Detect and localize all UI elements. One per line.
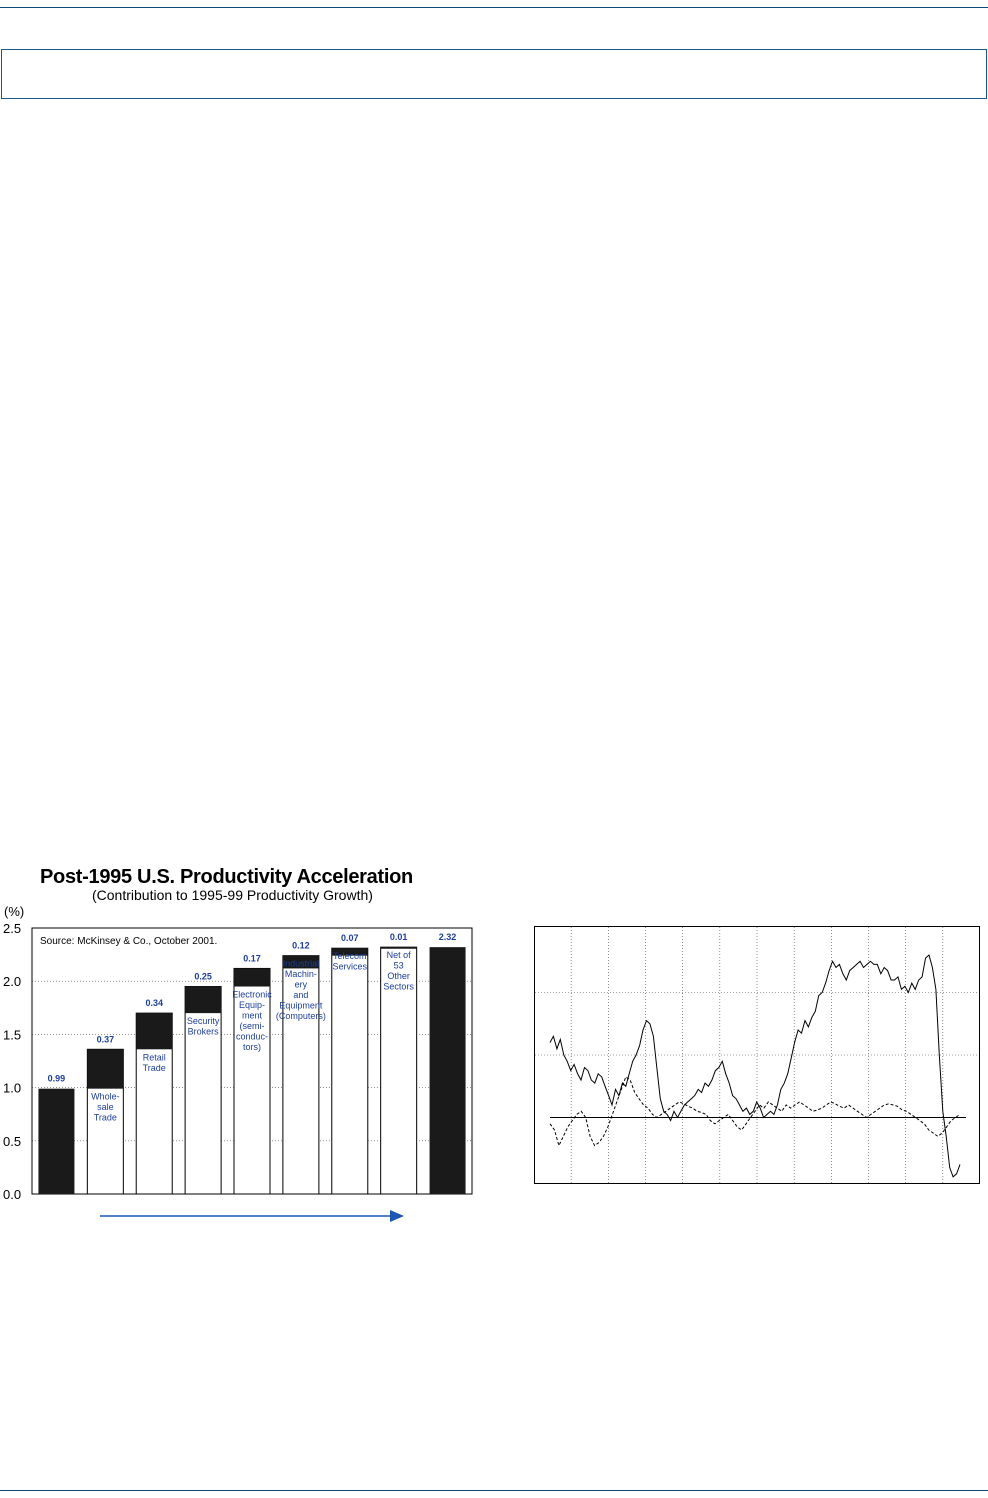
bar-category-label: Services [333,962,368,972]
bar-category-label: Equipment [279,1001,323,1011]
bar-outline [282,955,320,1195]
bar-category-label: Other [387,971,410,981]
bar-category-label: Trade [94,1113,117,1123]
bar-increment [234,968,270,987]
top-rule [0,7,988,8]
bar-increment [380,947,417,949]
bar-increment [185,986,222,1014]
bar-outline [331,947,369,1195]
bar-increment [331,948,368,956]
bar-category-label: (Computers) [276,1011,326,1021]
bar-value-label: 0.34 [145,998,163,1008]
y-tick-label: 1.5 [3,1027,21,1042]
bar-outline [184,986,222,1195]
chart-title: Post-1995 U.S. Productivity Acceleration [40,866,413,888]
bar-category-label: Security [187,1016,220,1026]
bottom-rule [0,1490,988,1491]
y-tick-label: 0.0 [3,1187,21,1202]
bar-outline [233,967,271,1195]
bar-category-label: Telecom [333,951,367,961]
y-tick-label: 2.5 [3,921,21,936]
bar-category-label: Retail [143,1052,166,1062]
bar-increment [282,955,319,969]
bar-outline [380,946,418,1195]
y-tick-label: 1.0 [3,1081,21,1096]
progress-arrow-head [390,1210,404,1222]
bar-value-label: 0.17 [243,953,261,963]
bar-category-label: 53 [394,961,404,971]
y-axis-unit: (%) [4,904,24,919]
source-note: Source: McKinsey & Co., October 2001. [40,936,217,947]
bar-category-label: Net of [387,950,412,960]
bar-category-label: (semi- [240,1021,265,1031]
bar-category-label: Sectors [383,982,414,992]
bar-category-label: Brokers [188,1027,220,1037]
bar-value-label: 0.37 [97,1034,115,1044]
bar-value-label: 0.01 [390,932,408,942]
header-box [1,49,987,99]
bar-category-label: ery [295,980,308,990]
y-tick-label: 0.5 [3,1134,21,1149]
bar-value-label: 0.25 [194,972,212,982]
bar-category-label: Trade [143,1063,166,1073]
chart-subtitle: (Contribution to 1995-99 Productivity Gr… [92,887,373,903]
bar-category-label: Industrial [283,959,320,969]
series-line-solid [549,954,961,1178]
bar-total [38,1088,75,1194]
series-line-dashed [549,1076,961,1148]
y-tick-label: 2.0 [3,974,21,989]
bar-category-label: Equip- [239,1000,265,1010]
bar-category-label: sale [97,1102,114,1112]
bar-category-label: conduc- [236,1032,268,1042]
bar-category-label: Electronic [232,990,272,1000]
bar-category-label: Whole- [91,1092,120,1102]
bar-category-label: Machin- [285,969,317,979]
bar-increment [87,1049,124,1089]
bar-category-label: tors) [243,1042,261,1052]
bar-value-label: 0.12 [292,941,310,951]
line-chart [534,926,980,1184]
bar-increment [136,1013,173,1050]
bar-category-label: ment [242,1011,263,1021]
bar-value-label: 0.07 [341,933,359,943]
bar-total [429,947,466,1194]
bar-value-label: 0.99 [48,1074,66,1084]
productivity-bar-chart: 0.0 0.5 1.0 1.5 2.0 2.5 (%) Source: McKinsey & … [3,904,473,1222]
bar-value-label: 2.32 [439,932,457,942]
bar-category-label: and [293,990,308,1000]
